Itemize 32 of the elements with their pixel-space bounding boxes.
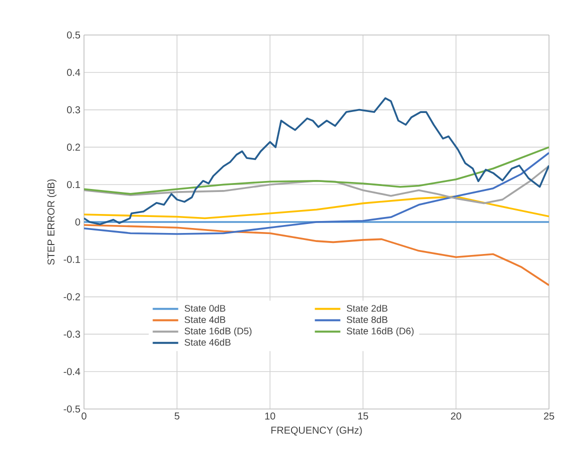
legend-label: State 16dB (D5) <box>184 327 252 336</box>
legend-label: State 2dB <box>346 304 388 312</box>
line-series <box>84 196 550 220</box>
legend-label: State 8dB <box>346 316 388 324</box>
x-tick-label: 15 <box>358 412 368 420</box>
legend-label: State 0dB <box>184 304 226 312</box>
y-tick-label: 0.2 <box>67 144 80 151</box>
y-tick-label: -0.3 <box>64 330 80 338</box>
y-tick-label: 0 <box>75 218 80 226</box>
line-series <box>84 146 550 195</box>
y-axis-title: STEP ERROR (dB) <box>47 179 56 265</box>
y-tick-label: 0.1 <box>67 181 80 188</box>
x-axis-title: FREQUENCY (GHz) <box>271 426 362 436</box>
line-series <box>84 152 550 235</box>
x-tick-label: 5 <box>174 412 180 420</box>
legend-label: State 16dB (D6) <box>346 327 414 336</box>
legend-label: State 4dB <box>184 316 226 324</box>
y-tick-label: 0.4 <box>67 68 80 76</box>
x-tick-label: 25 <box>544 412 554 420</box>
x-tick-label: 10 <box>265 412 276 420</box>
y-tick-label: -0.5 <box>64 405 80 413</box>
legend-label: State 46dB <box>184 338 231 346</box>
line-series <box>84 224 550 286</box>
y-tick-label: -0.2 <box>64 293 80 300</box>
line-series <box>84 97 550 226</box>
y-tick-label: 0.3 <box>67 106 80 114</box>
line-series <box>84 165 550 204</box>
y-tick-label: -0.1 <box>64 256 80 263</box>
x-tick-label: 0 <box>82 412 86 420</box>
x-tick-label: 20 <box>450 412 462 420</box>
y-tick-label: -0.4 <box>64 368 80 376</box>
y-tick-label: 0.5 <box>67 31 80 39</box>
